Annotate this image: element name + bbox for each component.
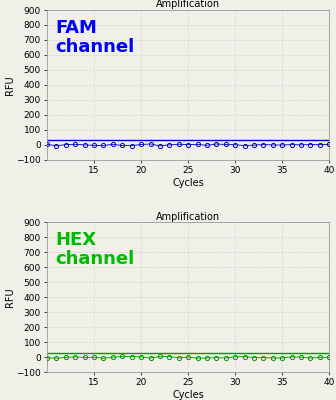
Y-axis label: RFU: RFU: [5, 75, 15, 95]
Title: Amplification: Amplification: [156, 212, 220, 222]
Title: Amplification: Amplification: [156, 0, 220, 9]
Text: FAM
channel: FAM channel: [55, 19, 135, 56]
Y-axis label: RFU: RFU: [5, 287, 15, 307]
X-axis label: Cycles: Cycles: [172, 178, 204, 188]
X-axis label: Cycles: Cycles: [172, 390, 204, 400]
Text: HEX
channel: HEX channel: [55, 231, 135, 268]
